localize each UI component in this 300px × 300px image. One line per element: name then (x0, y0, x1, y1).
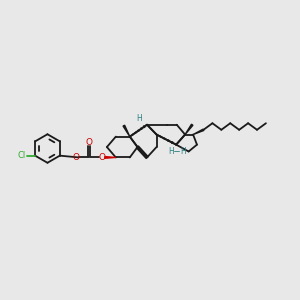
Polygon shape (185, 124, 193, 134)
Polygon shape (123, 125, 130, 136)
Text: H: H (136, 114, 142, 123)
Text: O: O (85, 138, 93, 147)
Text: H: H (180, 147, 186, 156)
Text: H: H (168, 147, 174, 156)
Text: O: O (98, 153, 105, 162)
Text: O: O (73, 153, 80, 162)
Text: Cl: Cl (17, 151, 26, 160)
Polygon shape (105, 157, 116, 158)
Polygon shape (193, 129, 204, 134)
